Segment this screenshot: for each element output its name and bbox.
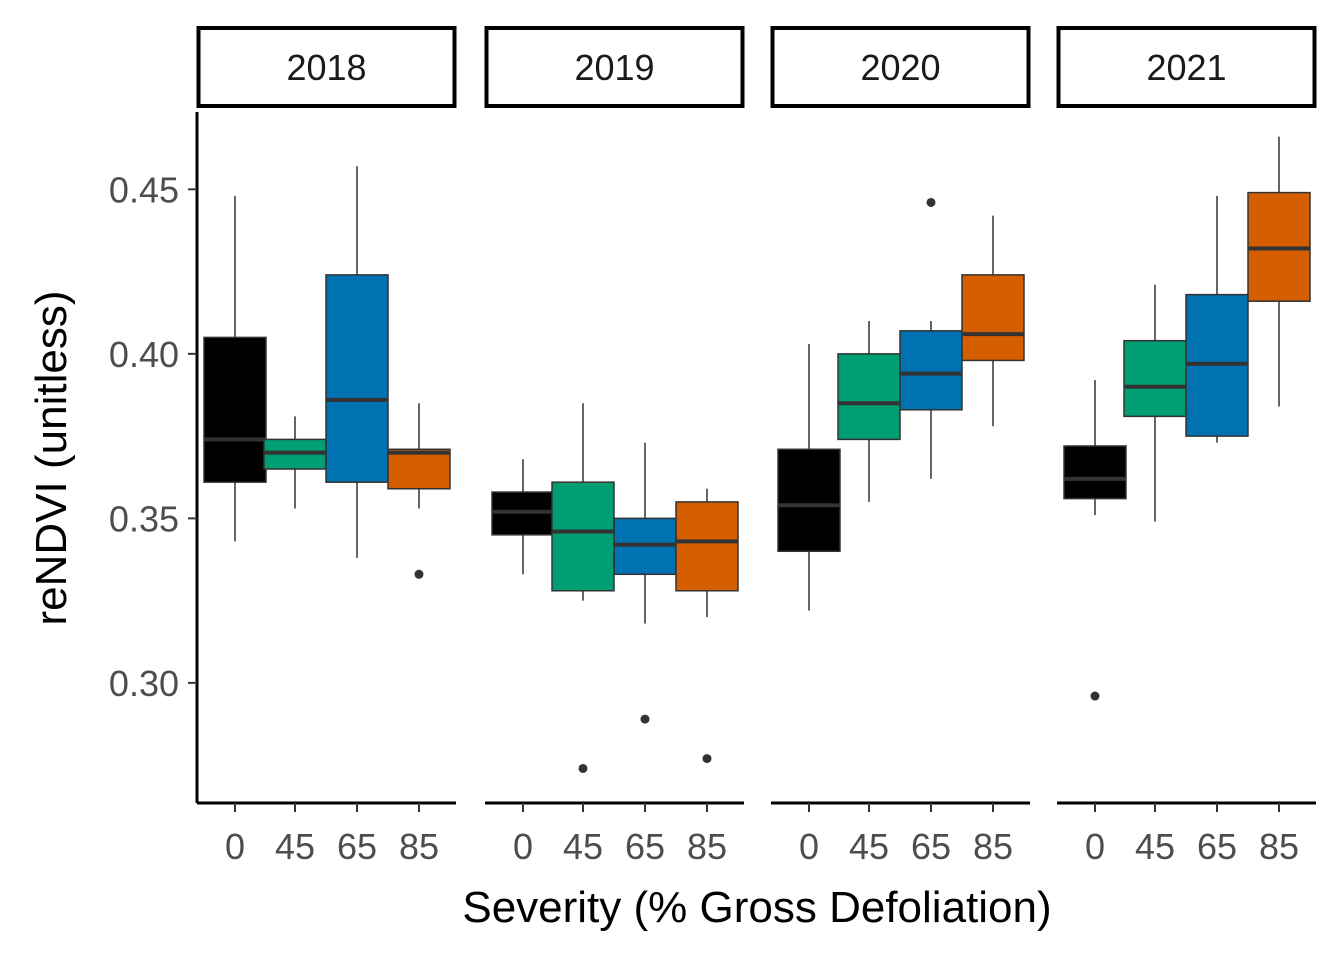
x-tick-label: 85: [973, 826, 1013, 867]
y-axis: 0.30 0.35 0.40 0.45: [109, 112, 199, 803]
panel-2020: 2020 0 45 65 85: [770, 26, 1031, 867]
x-axis-title: Severity (% Gross Defoliation): [462, 883, 1051, 932]
x-tick-label: 65: [911, 826, 951, 867]
x-tick-label: 65: [625, 826, 665, 867]
x-tick-label: 45: [849, 826, 889, 867]
iqr-box: [675, 501, 739, 592]
facet-strip: [1056, 26, 1317, 108]
x-tick-label: 85: [399, 826, 439, 867]
x-tick-label: 0: [513, 826, 533, 867]
y-tick-label: 0.35: [109, 498, 179, 539]
y-axis-title: reNDVI (unitless): [27, 291, 76, 626]
box-2020-85: [961, 215, 1025, 427]
iqr-box: [325, 274, 389, 483]
outlier-point: [578, 763, 588, 773]
facet-strip-label: 2019: [574, 47, 654, 88]
facet-strip: [770, 26, 1031, 108]
x-tick-label: 85: [1259, 826, 1299, 867]
x-tick-label: 45: [1135, 826, 1175, 867]
outlier-point: [702, 754, 712, 764]
outlier-point: [926, 197, 936, 207]
outlier-point: [640, 714, 650, 724]
box-2021-0: [1063, 380, 1127, 701]
x-tick-label: 85: [687, 826, 727, 867]
box-2018-65: [325, 166, 389, 558]
iqr-box: [961, 274, 1025, 362]
iqr-box: [1063, 445, 1127, 500]
x-tick-label: 0: [1085, 826, 1105, 867]
facet-strip: [484, 26, 745, 108]
x-tick-label: 0: [799, 826, 819, 867]
x-tick-label: 65: [1197, 826, 1237, 867]
panel-2019: 2019 0 45 65 85: [484, 26, 745, 867]
box-2020-65: [899, 197, 963, 479]
y-tick-label: 0.40: [109, 334, 179, 375]
facet-strip-label: 2021: [1146, 47, 1226, 88]
box-2021-65: [1185, 195, 1249, 443]
facet-panels: 2018 0 45 65 85 2019 0 45 65 85 2020 0 45 65 85 2021 0 45…: [196, 26, 1317, 867]
box-2020-45: [837, 320, 901, 502]
panel-2018: 2018 0 45 65 85: [196, 26, 457, 867]
y-tick-label: 0.30: [109, 663, 179, 704]
iqr-box: [777, 448, 841, 553]
outlier-point: [414, 569, 424, 579]
facet-strip-label: 2020: [860, 47, 940, 88]
box-2018-0: [203, 195, 267, 542]
y-tick-label: 0.45: [109, 169, 179, 210]
box-2018-45: [263, 416, 327, 509]
x-tick-label: 0: [225, 826, 245, 867]
iqr-box: [203, 336, 267, 483]
facet-strip-label: 2018: [286, 47, 366, 88]
iqr-box: [837, 353, 901, 441]
iqr-box: [387, 448, 451, 490]
iqr-box: [899, 330, 963, 411]
box-2019-45: [551, 403, 615, 773]
iqr-box: [551, 481, 615, 592]
box-2021-45: [1123, 284, 1187, 522]
facet-strip: [196, 26, 457, 108]
box-2019-0: [491, 459, 555, 575]
box-2020-0: [777, 343, 841, 611]
box-2018-85: [387, 403, 451, 579]
x-tick-label: 45: [563, 826, 603, 867]
outlier-point: [1090, 691, 1100, 701]
x-tick-label: 65: [337, 826, 377, 867]
box-2019-85: [675, 488, 739, 764]
iqr-box: [1123, 339, 1187, 418]
box-2021-85: [1247, 136, 1311, 407]
box-2019-65: [613, 442, 677, 724]
panel-2021: 2021 0 45 65 85: [1056, 26, 1317, 867]
x-tick-label: 45: [275, 826, 315, 867]
